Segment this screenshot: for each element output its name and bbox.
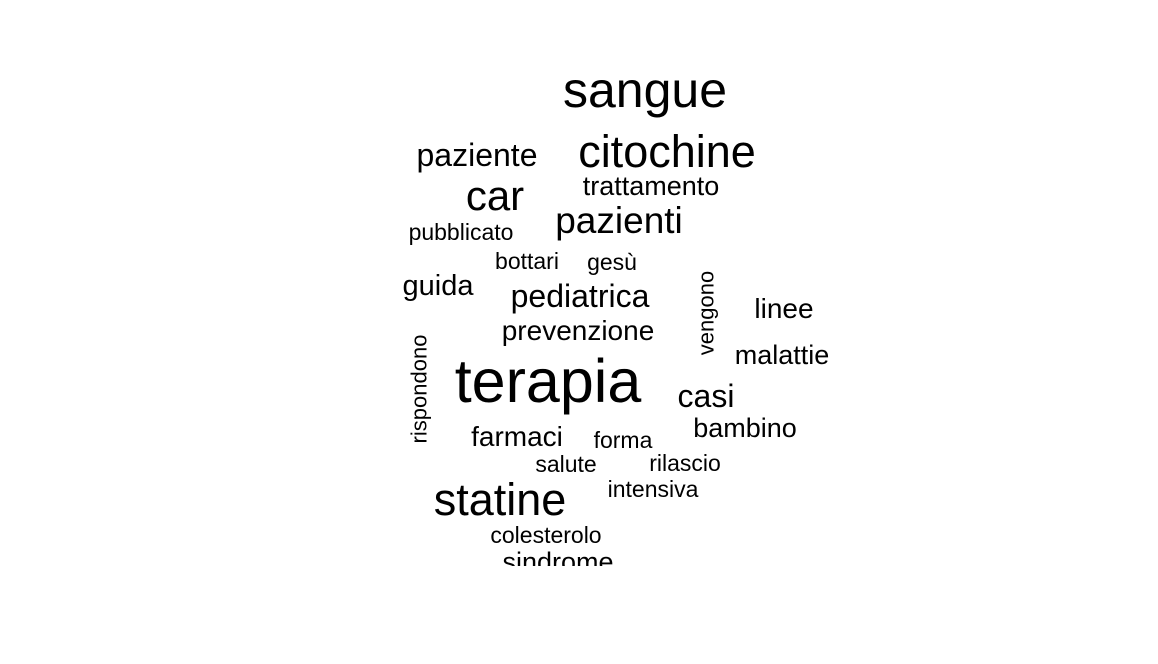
word-car: car [466,172,524,219]
word-citochine: citochine [578,126,756,177]
word-paziente: paziente [417,137,538,173]
word-forma: forma [594,427,653,453]
word-sangue: sangue [563,62,727,118]
word-trattamento: trattamento [583,171,720,201]
word-pediatrica: pediatrica [511,278,650,314]
word-rispondono: rispondono [407,335,432,444]
word-bottari: bottari [495,248,559,274]
word-linee: linee [754,293,813,324]
word-statine: statine [434,474,567,525]
word-bambino: bambino [693,413,797,443]
word-casi: casi [678,378,735,414]
word-farmaci: farmaci [471,421,563,452]
word-rilascio: rilascio [649,450,721,476]
word-vengono: vengono [694,271,719,355]
word-prevenzione: prevenzione [502,315,655,346]
word-terapia: terapia [455,347,642,415]
word-salute: salute [535,451,596,477]
word-pazienti: pazienti [555,200,683,241]
word-gesù: gesù [587,249,637,275]
word-sindrome: sindrome [502,547,613,577]
word-intensiva: intensiva [608,476,699,502]
word-colesterolo: colesterolo [490,522,601,548]
word-pubblicato: pubblicato [409,219,514,245]
word-malattie: malattie [735,340,830,370]
word-guida: guida [403,270,475,302]
